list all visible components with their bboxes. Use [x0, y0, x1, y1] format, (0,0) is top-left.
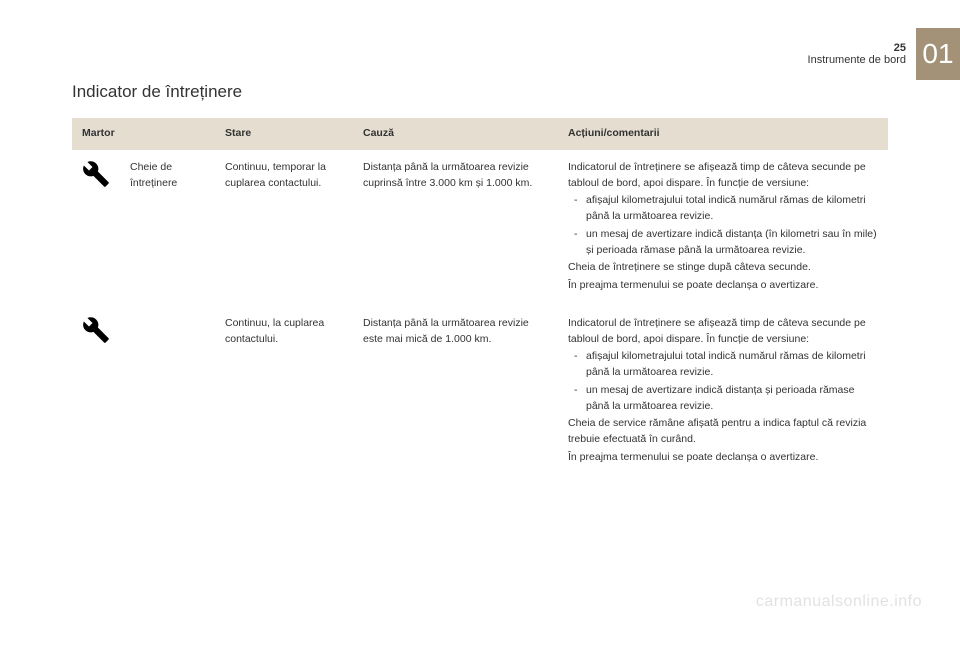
- action-intro: Indicatorul de întreținere se afișează t…: [568, 160, 878, 192]
- wrench-icon: [82, 316, 110, 344]
- cell-actions: Indicatorul de întreținere se afișează t…: [558, 306, 888, 478]
- page-title: Indicator de întreținere: [72, 82, 888, 102]
- cell-icon: [72, 150, 120, 306]
- cell-cause: Distanța până la următoarea revizie cupr…: [353, 150, 558, 306]
- action-item: afișajul kilometrajului total indică num…: [568, 193, 878, 225]
- cell-icon: [72, 306, 120, 478]
- watermark: carmanualsonline.info: [756, 593, 922, 611]
- col-header-actiuni: Acțiuni/comentarii: [558, 118, 888, 150]
- page-number: 25: [808, 42, 906, 54]
- cell-state: Continuu, la cuplarea contactului.: [215, 306, 353, 478]
- action-list: afișajul kilometrajului total indică num…: [568, 193, 878, 258]
- action-outro: În preajma termenului se poate declanșa …: [568, 450, 878, 466]
- page-header: 25 Instrumente de bord 01: [808, 28, 960, 80]
- section-name: Instrumente de bord: [808, 54, 906, 66]
- col-header-martor: Martor: [72, 118, 215, 150]
- cell-actions: Indicatorul de întreținere se afișează t…: [558, 150, 888, 306]
- action-outro: Cheia de întreținere se stinge după câte…: [568, 260, 878, 276]
- action-outro: În preajma termenului se poate declanșa …: [568, 278, 878, 294]
- action-item: afișajul kilometrajului total indică num…: [568, 349, 878, 381]
- cell-cause: Distanța până la următoarea revizie este…: [353, 306, 558, 478]
- maintenance-table: Martor Stare Cauză Acțiuni/comentarii Ch…: [72, 118, 888, 478]
- header-text-block: 25 Instrumente de bord: [808, 42, 906, 66]
- table-row: Cheie de întreținere Continuu, temporar …: [72, 150, 888, 306]
- col-header-cauza: Cauză: [353, 118, 558, 150]
- cell-state: Continuu, temporar la cuplarea contactul…: [215, 150, 353, 306]
- action-outro: Cheia de service rămâne afișată pentru a…: [568, 416, 878, 448]
- action-intro: Indicatorul de întreținere se afișează t…: [568, 316, 878, 348]
- action-list: afișajul kilometrajului total indică num…: [568, 349, 878, 414]
- wrench-icon: [82, 160, 110, 188]
- main-content: Indicator de întreținere Martor Stare Ca…: [72, 82, 888, 478]
- action-item: un mesaj de avertizare indică distanța ș…: [568, 383, 878, 415]
- col-header-stare: Stare: [215, 118, 353, 150]
- chapter-badge: 01: [916, 28, 960, 80]
- cell-name: Cheie de întreținere: [120, 150, 215, 478]
- action-item: un mesaj de avertizare indică distanța (…: [568, 227, 878, 259]
